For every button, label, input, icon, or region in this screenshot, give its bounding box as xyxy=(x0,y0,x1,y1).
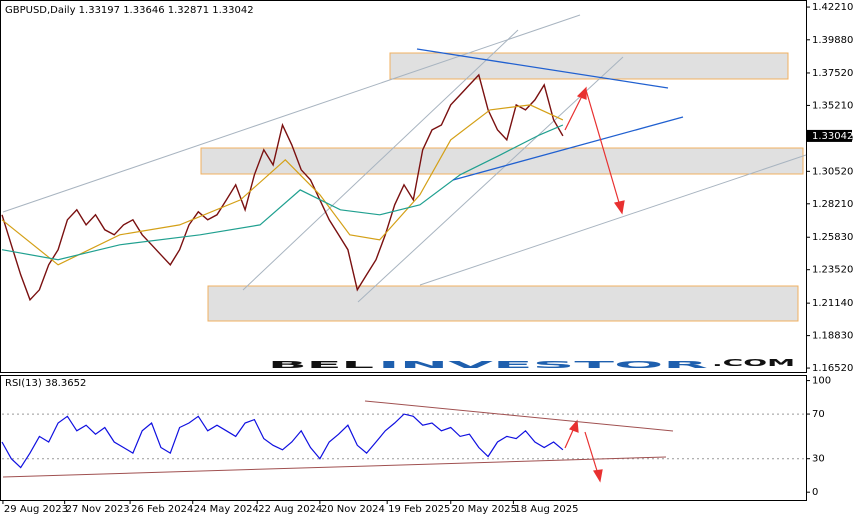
x-tick-label: 22 Aug 2024 xyxy=(258,504,322,515)
arrow-head xyxy=(568,419,579,433)
channel-line xyxy=(242,29,519,291)
y-tick-label: 100 xyxy=(812,376,831,387)
series-line xyxy=(1,124,564,261)
trend-line xyxy=(416,48,669,89)
x-tick-label: 20 Nov 2024 xyxy=(321,504,385,515)
support-zone xyxy=(207,285,799,322)
arrow xyxy=(585,89,621,207)
zones xyxy=(200,52,804,322)
series-line xyxy=(1,413,564,469)
y-tick-label: 30 xyxy=(812,454,825,465)
price-tag: 1.33042 xyxy=(812,131,853,142)
y-tick-label: 1.18830 xyxy=(812,331,853,342)
rsi-trend-lines xyxy=(2,400,674,478)
arrow-head xyxy=(593,469,603,483)
watermark: INVESTOR xyxy=(378,360,710,371)
trend-line xyxy=(2,456,667,478)
watermark: BEL xyxy=(268,360,377,371)
x-tick-label: 18 Aug 2025 xyxy=(514,504,578,515)
y-tick-label: 1.16520 xyxy=(812,363,853,374)
arrow xyxy=(564,427,575,449)
trend-lines xyxy=(416,48,684,181)
rsi-title: RSI(13) 38.3652 xyxy=(5,378,86,389)
y-tick-label: 0 xyxy=(812,487,818,498)
channel-line xyxy=(419,154,807,286)
rsi-panel xyxy=(0,375,807,501)
y-tick-label: 1.37520 xyxy=(812,68,853,79)
trend-line xyxy=(452,116,684,181)
y-tick-label: 70 xyxy=(812,409,825,420)
x-tick-label: 29 Aug 2023 xyxy=(4,504,68,515)
y-tick-label: 1.23520 xyxy=(812,265,853,276)
y-tick-label: 1.42210 xyxy=(812,2,853,13)
x-tick-label: 24 May 2024 xyxy=(194,504,259,515)
x-tick-label: 19 Feb 2025 xyxy=(388,504,450,515)
arrow-head xyxy=(613,200,625,215)
series-line xyxy=(1,104,564,266)
plot xyxy=(1,73,806,469)
channel-line xyxy=(2,14,581,213)
arrows xyxy=(564,86,625,483)
watermark: .COM xyxy=(712,358,795,369)
arrow-head xyxy=(576,86,587,100)
support-zone xyxy=(200,147,804,175)
price-panel xyxy=(0,0,807,373)
price-tag-box xyxy=(806,129,852,142)
x-tick-label: 20 May 2025 xyxy=(452,504,517,515)
x-tick-label: 26 Feb 2024 xyxy=(131,504,193,515)
y-tick-label: 1.21140 xyxy=(812,298,853,309)
channels xyxy=(2,14,807,303)
y-tick-label: 1.28210 xyxy=(812,199,853,210)
y-tick-label: 1.25830 xyxy=(812,232,853,243)
series-line xyxy=(1,73,564,302)
y-tick-label: 1.30520 xyxy=(812,166,853,177)
y-tick-label: 1.39880 xyxy=(812,35,853,46)
arrow xyxy=(564,93,584,131)
trend-line xyxy=(364,400,674,432)
chart-title: GBPUSD,Daily 1.33197 1.33646 1.32871 1.3… xyxy=(5,5,254,16)
x-tick-label: 27 Nov 2023 xyxy=(66,504,130,515)
arrow xyxy=(584,431,599,475)
channel-line xyxy=(357,56,624,303)
y-tick-label: 1.35210 xyxy=(812,100,853,111)
